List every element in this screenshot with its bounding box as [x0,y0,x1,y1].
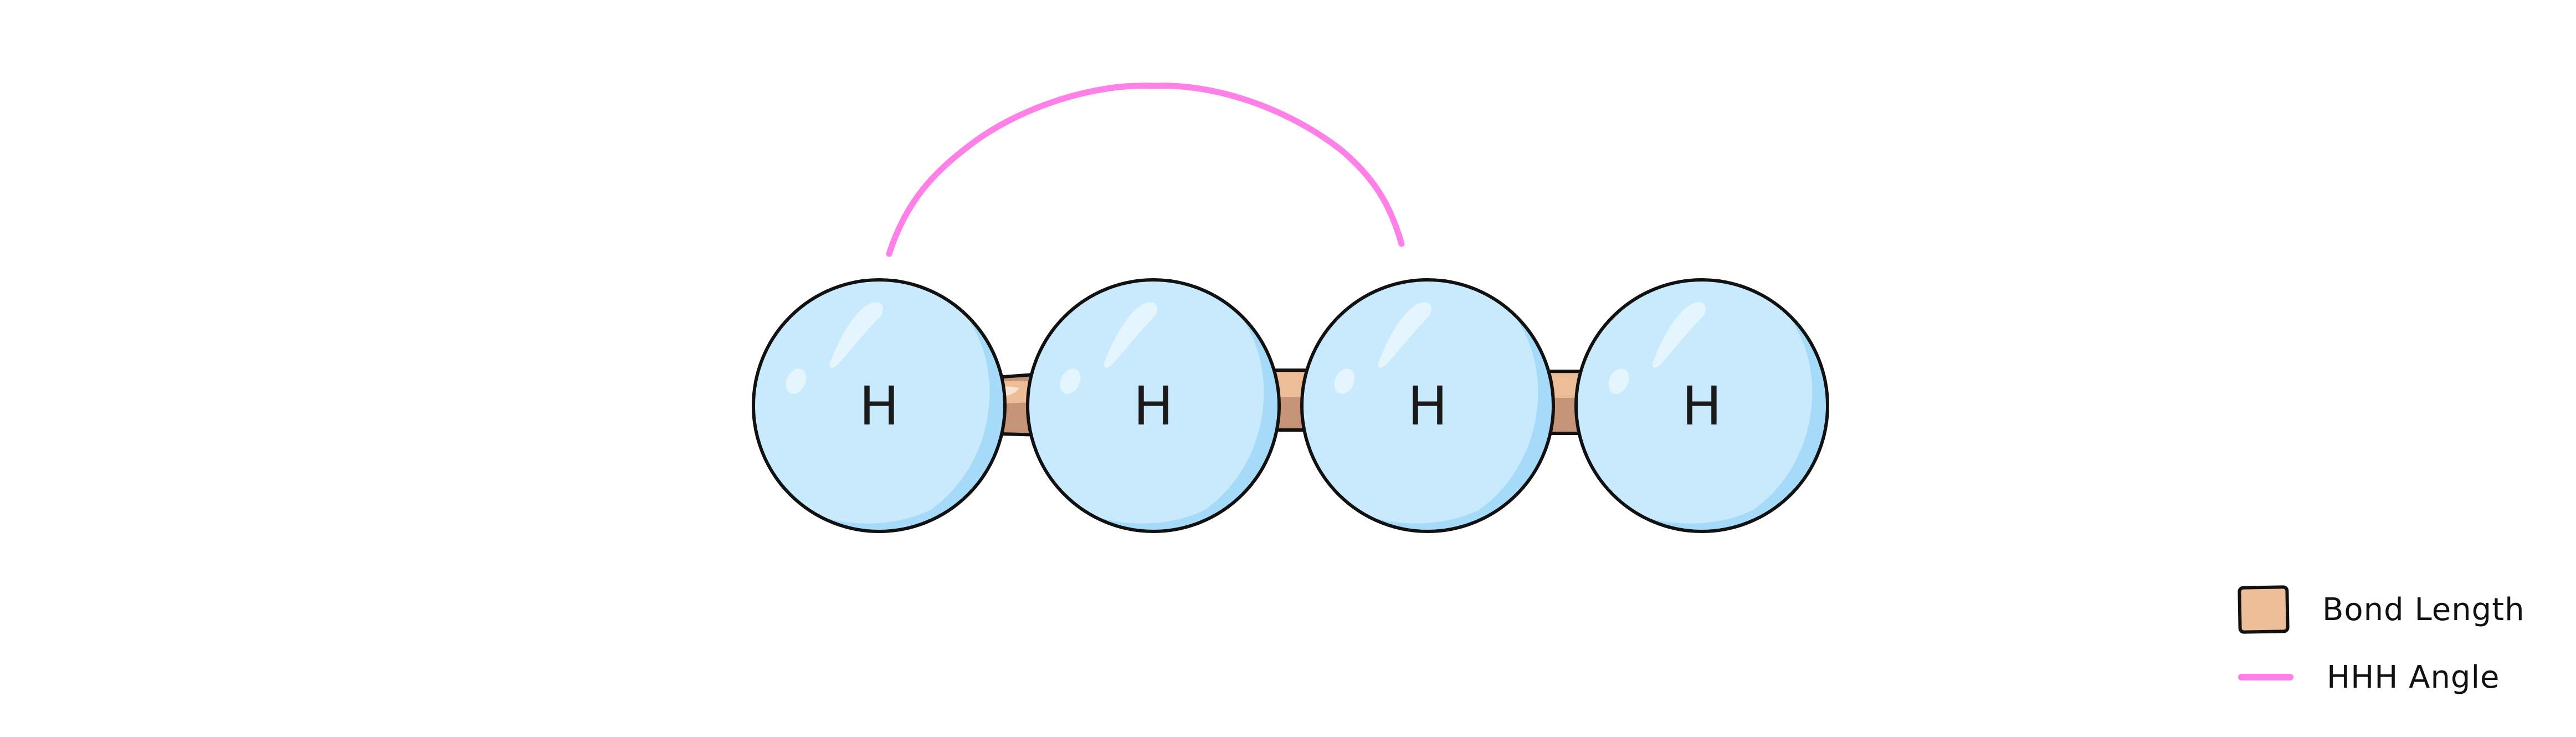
hhh-angle-arc [886,83,1405,257]
legend-item-hhh-angle: HHH Angle [2238,647,2570,708]
angle-line-swatch-icon [2238,653,2293,701]
atom-h-2: H [1026,278,1281,533]
atom-label: H [859,375,899,437]
legend-label: Bond Length [2322,591,2525,628]
legend-item-bond-length: Bond Length [2238,579,2570,640]
legend-label: HHH Angle [2327,659,2500,695]
atom-label: H [1682,375,1722,437]
atom-label: H [1408,375,1448,437]
atom-h-4: H [1574,278,1829,533]
legend: Bond Length HHH Angle [2238,579,2570,714]
bond-swatch-icon [2238,585,2290,634]
atom-label: H [1133,375,1173,437]
